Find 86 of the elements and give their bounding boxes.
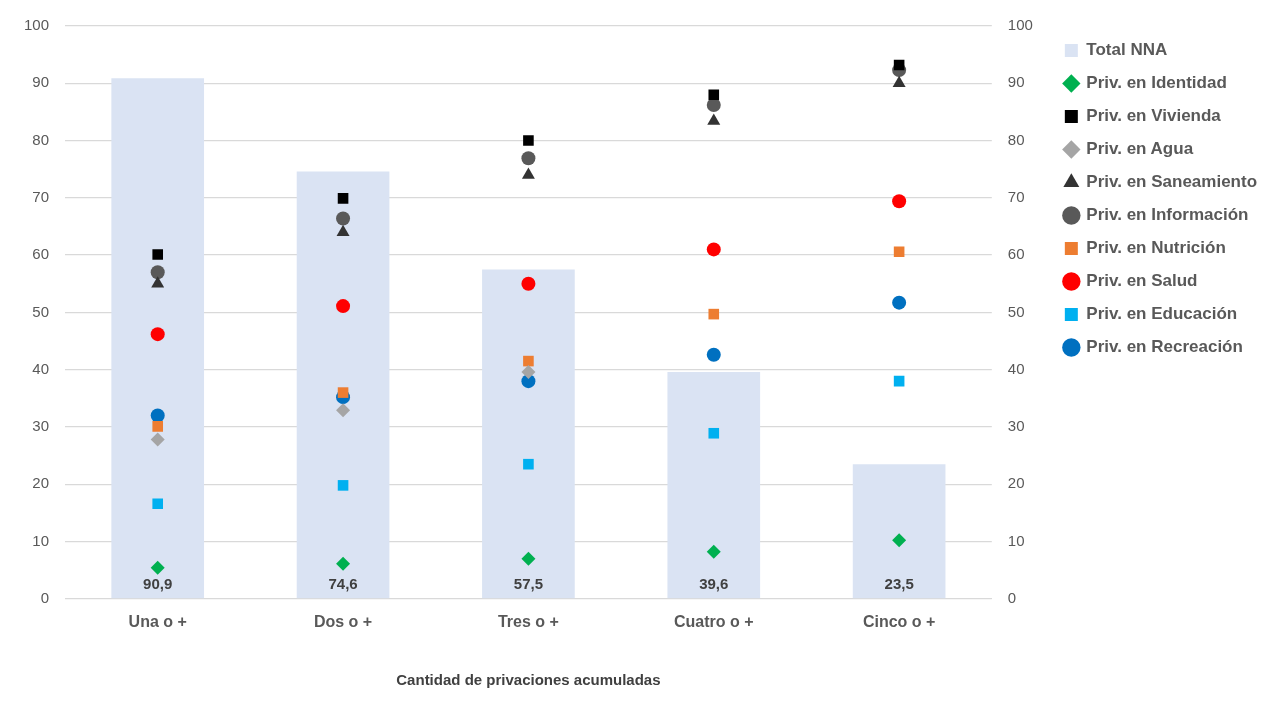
y-tick-label: 10 — [32, 531, 50, 549]
y-tick-label: 0 — [40, 588, 50, 606]
y2-tick-label: 50 — [1007, 302, 1025, 320]
point — [336, 556, 351, 571]
bar — [296, 171, 390, 599]
point — [521, 364, 536, 379]
y-tick-label: 30 — [32, 417, 50, 435]
y-tick-label: 50 — [32, 302, 50, 320]
point — [150, 327, 165, 342]
bar — [852, 464, 946, 599]
point — [708, 308, 720, 320]
data-label: 90,9 — [143, 574, 173, 592]
point — [523, 458, 534, 470]
point — [150, 560, 165, 575]
point — [706, 242, 721, 257]
bar — [111, 78, 205, 599]
point — [150, 432, 165, 447]
bar — [482, 269, 575, 599]
x-axis-title: Cantidad de privaciones acumuladas — [396, 671, 661, 689]
point — [892, 295, 907, 310]
y-tick-label: 100 — [24, 16, 50, 34]
x-tick-label: Cinco o + — [862, 612, 936, 630]
y2-tick-label: 40 — [1007, 359, 1025, 377]
point — [152, 249, 164, 260]
point — [892, 194, 907, 209]
y2-tick-label: 90 — [1007, 73, 1025, 91]
y2-tick-label: 10 — [1007, 531, 1025, 549]
legend-label: Priv. en Vivienda — [1086, 106, 1222, 126]
y-tick-label: 80 — [32, 130, 50, 148]
point — [521, 551, 536, 566]
point — [152, 498, 164, 510]
point — [706, 98, 721, 113]
y-tick-label: 70 — [32, 187, 50, 205]
point — [336, 224, 350, 236]
point — [336, 299, 351, 314]
y2-tick-label: 100 — [1007, 16, 1033, 34]
y-tick-label: 20 — [32, 474, 50, 492]
point — [892, 533, 907, 548]
bar — [667, 371, 761, 599]
y2-tick-label: 70 — [1007, 187, 1025, 205]
y-tick-label: 60 — [32, 245, 50, 263]
x-tick-label: Una o + — [128, 612, 187, 630]
legend-label: Priv. en Recreación — [1086, 337, 1243, 357]
point — [336, 403, 351, 418]
data-label: 57,5 — [513, 574, 544, 592]
y2-tick-label: 30 — [1007, 417, 1025, 435]
point — [708, 427, 720, 439]
y2-tick-label: 20 — [1007, 474, 1025, 492]
y2-tick-label: 0 — [1007, 588, 1017, 606]
y-tick-label: 90 — [32, 73, 50, 91]
point — [892, 75, 906, 88]
legend-label: Priv. en Nutrición — [1086, 238, 1226, 258]
point — [336, 211, 351, 226]
y2-tick-label: 80 — [1007, 130, 1025, 148]
point — [337, 193, 349, 204]
point — [706, 544, 721, 559]
point — [151, 276, 165, 288]
point — [521, 151, 536, 166]
point — [152, 421, 164, 432]
point — [521, 167, 535, 179]
point — [337, 480, 349, 491]
point — [706, 347, 721, 362]
legend-label: Priv. en Identidad — [1086, 73, 1227, 93]
data-label: 23,5 — [884, 574, 914, 592]
point — [523, 355, 534, 367]
legend-label: Priv. en Educación — [1086, 304, 1238, 324]
x-tick-label: Cuatro o + — [673, 612, 754, 630]
legend-label: Priv. en Salud — [1086, 271, 1198, 291]
legend-label: Total NNA — [1086, 40, 1168, 60]
point — [150, 265, 165, 280]
point — [521, 276, 536, 291]
legend-label: Priv. en Información — [1086, 205, 1249, 225]
point — [707, 113, 721, 125]
legend-label: Priv. en Agua — [1086, 139, 1194, 159]
point — [150, 408, 165, 423]
legend-label: Priv. en Saneamiento — [1086, 172, 1258, 192]
y2-tick-label: 60 — [1007, 245, 1025, 263]
data-label: 39,6 — [699, 574, 729, 592]
point — [893, 246, 905, 257]
y-tick-label: 40 — [32, 359, 50, 377]
x-tick-label: Tres o + — [497, 612, 559, 630]
point — [337, 387, 349, 398]
point — [523, 135, 534, 146]
point — [708, 89, 720, 101]
data-label: 74,6 — [328, 574, 358, 592]
x-tick-label: Dos o + — [313, 612, 373, 630]
